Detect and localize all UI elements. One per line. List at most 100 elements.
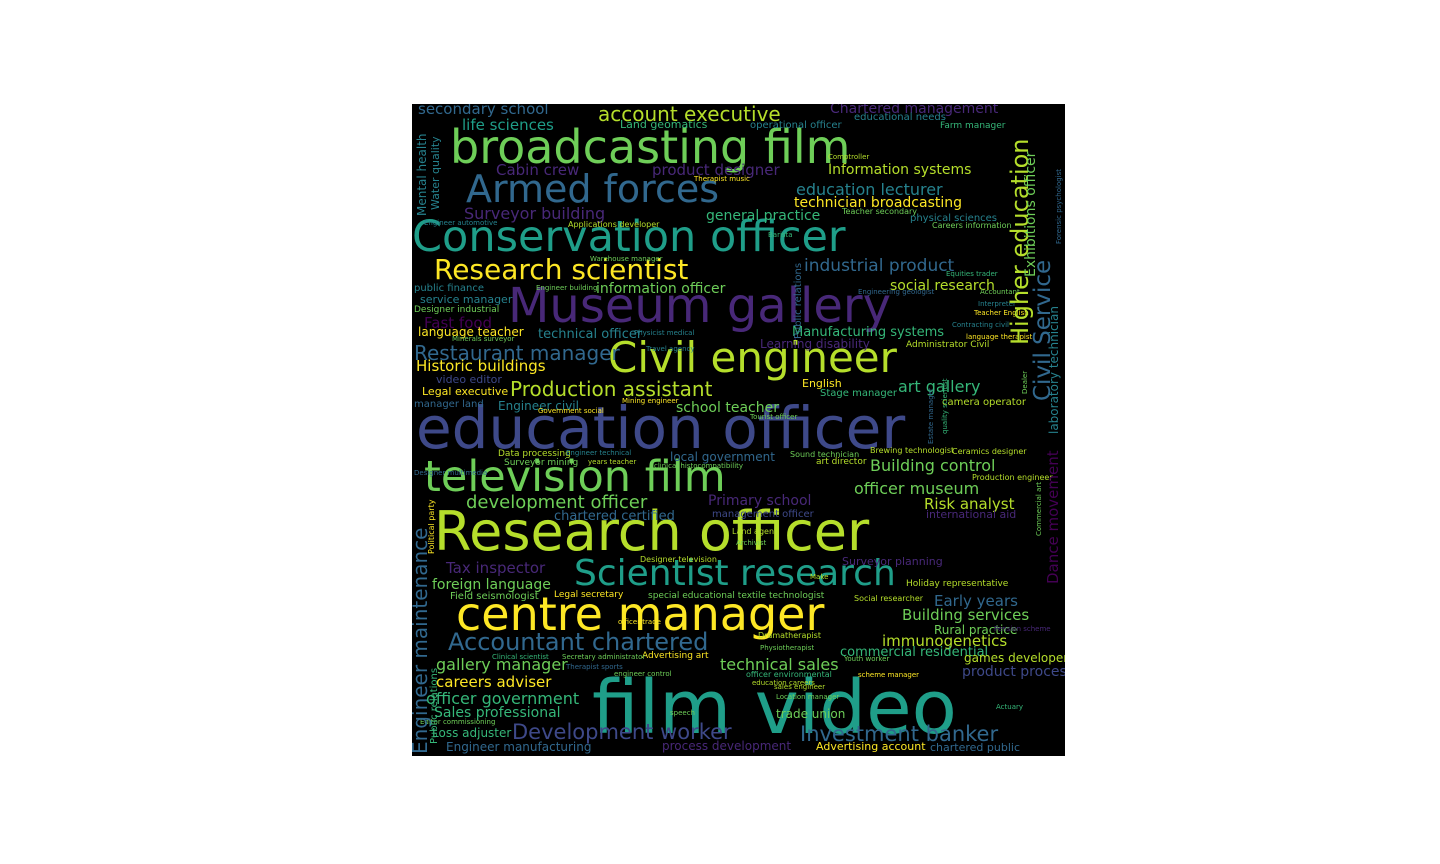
word-ceramics-designer: Ceramics designer [952,447,1027,456]
word-process-development: process development [662,739,792,753]
word-surveyor-planning: Surveyor planning [842,555,943,568]
word-sales-engineer: sales engineer [774,683,826,691]
word-historic-buildings: Historic buildings [416,357,546,375]
word-research-officer: Research officer [434,500,870,563]
word-loss-adjuster: Loss adjuster [432,726,512,740]
word-surveyor-mining: Surveyor mining [504,458,579,468]
word-warehouse-manager: Warehouse manager [590,255,663,263]
word-physiotherapist: Physiotherapist [760,644,815,652]
word-comptroller: Comptroller [828,153,870,161]
word-foreign-language: foreign language [432,577,551,593]
word-estate-manager: Estate manager [927,388,935,444]
word-development-worker: Development worker [512,720,732,744]
word-water-quality: Water quality [429,136,442,210]
word-officer-environmental: officer environmental [746,670,832,679]
word-industrial-product: industrial product [804,256,955,276]
word-video-editor: video editor [436,373,502,386]
word-brewing-technologist: Brewing technologist [870,446,955,455]
word-international-aid: international aid [926,508,1017,521]
word-pension-scheme: Pension scheme [994,625,1051,633]
word-camera-operator: camera operator [942,397,1026,408]
word-education-lecturer: education lecturer [796,180,943,199]
word-art-gallery: art gallery [898,377,981,396]
word-engineer-maintenance: Engineer maintenance [412,527,432,754]
word-educational-needs: educational needs [854,112,946,123]
word-designer-television: Designer television [640,555,717,564]
word-contracting-civil: Contracting civil [952,321,1009,329]
word-cloud: film video education officer Research of… [412,104,1065,756]
word-commercial-art: Commercial art [1035,481,1043,536]
word-careers-adviser: careers adviser [436,673,552,691]
word-sales-professional: Sales professional [434,705,561,721]
word-barista: Barista [768,231,793,239]
word-general-practice: general practice [706,208,821,224]
word-travel-agency: Travel agency [646,345,695,353]
word-secretary-administrator: Secretary administrator [562,653,646,661]
word-tax-inspector: Tax inspector [446,559,546,577]
word-engineer-automotive: Engineer automotive [424,219,498,227]
word-management-officer: management officer [712,509,814,520]
word-minerals-surveyor: Minerals surveyor [452,335,515,343]
word-chartered-certified: chartered certified [554,509,675,524]
word-advertising-art: Advertising art [642,651,709,661]
word-careers-information: Careers information [932,221,1012,230]
word-dance-movement: Dance movement [1044,450,1062,584]
word-archivist: Archivist [736,539,767,547]
word-accountant-chartered: Accountant chartered [448,628,709,656]
word-speech: speech [670,709,695,717]
word-physical-sciences: physical sciences [910,213,998,224]
word-information-systems: Information systems [828,162,972,178]
word-development-officer: development officer [466,492,648,513]
word-manager-land: manager land [414,399,484,410]
word-commercial-residential: commercial residential [840,645,989,660]
word-technician-broadcasting: technician broadcasting [794,195,962,211]
word-relations-officer: Public relations [429,667,440,744]
word-centre-manager: centre manager [456,587,825,641]
word-youth-worker: Youth worker [844,655,890,663]
word-actuary: Actuary [996,703,1024,711]
word-editor-commissioning: Editor commissioning [420,718,496,726]
word-trade-union: trade union [776,707,846,721]
word-public-finance: public finance [414,283,485,294]
word-education-officer: education officer [416,394,906,462]
word-physicist-medical: Physicist medical [634,329,695,337]
word-quality-scientist: quality scientist [941,378,949,434]
word-exhibitions-officer: Exhibitions officer [1023,151,1039,277]
word-armed-forces: Armed forces [466,167,720,211]
word-field-seismologist: Field seismologist [450,591,539,602]
word-surveyor-building: Surveyor building [464,204,606,223]
word-film-video: film video [592,665,957,751]
word-investment-banker: Investment banker [800,722,999,746]
word-civil-engineer: Civil engineer [608,333,897,382]
word-fast-food: Fast food [424,314,493,332]
word-engineer-civil: Engineer civil [498,399,579,413]
word-information-officer: information officer [596,281,726,297]
word-primary-school: Primary school [708,493,812,509]
word-school-teacher: school teacher [676,400,779,416]
word-product-designer: product designer [652,161,780,179]
word-teacher-english: Teacher English [974,309,1029,317]
word-data-processing: Data processing [498,449,571,459]
word-games-developer: games developer [964,651,1065,665]
word-manufacturing-systems: Manufacturing systems [792,325,945,340]
word-scientist-research: Scientist research [574,553,896,594]
word-secondary-school: secondary school [418,104,549,118]
word-technical-sales: technical sales [720,655,839,674]
word-holiday-representative: Holiday representative [906,579,1009,589]
word-engineering-geologist: Engineering geologist [858,288,935,296]
word-operational-officer: operational officer [750,120,842,131]
word-account-executive: account executive [598,104,781,126]
word-art-director: art director [816,457,867,467]
word-tourist-officer: Tourist officer [750,413,798,421]
word-government-social: Government social [538,407,604,415]
word-accountant: Accountant [980,288,1020,296]
word-land-agent: Land agent [732,527,778,536]
word-language-therapist: language therapist [966,333,1033,341]
word-stage-manager: Stage manager [820,388,898,399]
word-building-control: Building control [870,456,996,475]
word-mental-health: Mental health [415,133,429,216]
word-designer-multimedia: Designer multimedia [414,469,488,477]
word-broadcasting-film: broadcasting film [450,120,851,174]
word-production-assistant: Production assistant [510,377,713,401]
word-social-researcher: Social researcher [854,594,924,603]
